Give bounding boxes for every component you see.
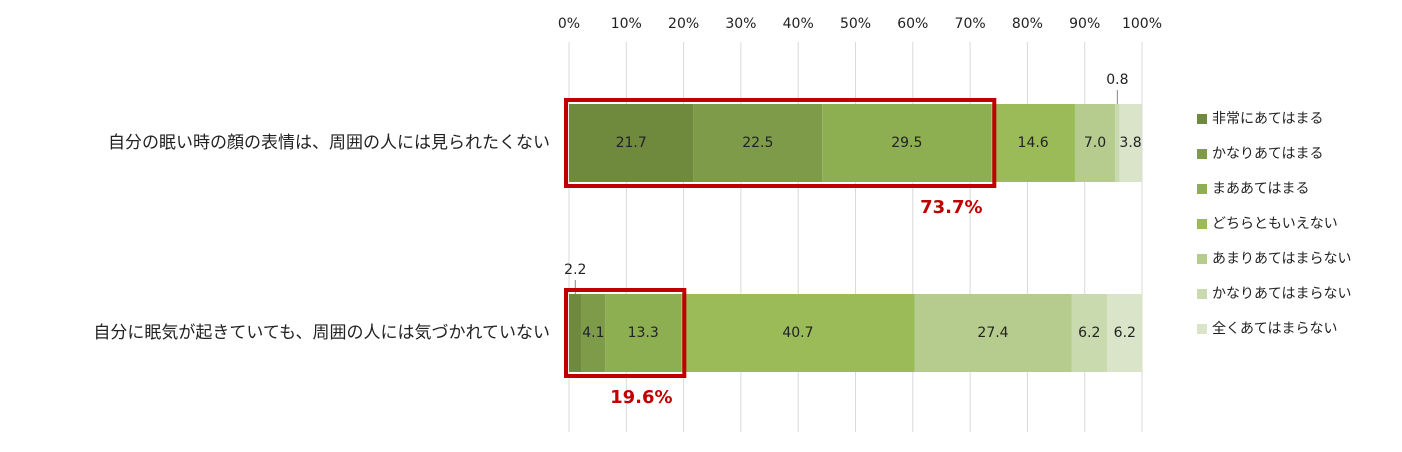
highlight-box <box>564 288 687 378</box>
bar-segment <box>914 294 1072 372</box>
bar-segment <box>991 104 1075 182</box>
bar-segment <box>569 104 694 182</box>
x-tick-label: 0% <box>558 16 580 32</box>
legend-label: かなりあてはまらない <box>1212 286 1351 302</box>
legend-swatch <box>1197 184 1207 194</box>
value-label: 14.6 <box>1018 135 1049 151</box>
bar-segment <box>569 294 582 372</box>
value-label: 2.2 <box>564 262 586 278</box>
bar-segment <box>1074 104 1116 182</box>
bar-segment <box>1071 294 1108 372</box>
bar-segment <box>605 294 682 372</box>
value-label: 40.7 <box>782 325 813 341</box>
legend-swatch <box>1197 324 1207 334</box>
legend-label: あまりあてはまらない <box>1212 251 1351 267</box>
x-tick-label: 50% <box>840 16 871 32</box>
value-label: 4.1 <box>582 325 604 341</box>
bar-segment <box>681 294 915 372</box>
legend-swatch <box>1197 289 1207 299</box>
bar-segment <box>1115 104 1120 182</box>
legend-swatch <box>1197 254 1207 264</box>
legend-label: かなりあてはまる <box>1212 146 1323 162</box>
category-label: 自分の眠い時の顔の表情は、周囲の人には見られたくない <box>108 133 550 153</box>
category-label: 自分に眠気が起きていても、周囲の人には気づかれていない <box>93 323 550 343</box>
x-tick-label: 80% <box>1012 16 1043 32</box>
value-label: 7.0 <box>1084 135 1106 151</box>
value-label: 22.5 <box>742 135 773 151</box>
x-tick-label: 60% <box>897 16 928 32</box>
annotation: 19.6% <box>610 387 672 408</box>
highlight-box <box>564 98 997 188</box>
bar-segment <box>1107 294 1143 372</box>
legend-swatch <box>1197 149 1207 159</box>
value-label: 0.8 <box>1106 72 1128 88</box>
legend-label: 非常にあてはまる <box>1212 111 1323 127</box>
value-label: 6.2 <box>1114 325 1136 341</box>
bar-segment <box>581 294 606 372</box>
x-tick-label: 40% <box>783 16 814 32</box>
bar-segment <box>693 104 823 182</box>
legend-swatch <box>1197 219 1207 229</box>
annotation: 73.7% <box>920 197 982 218</box>
legend-swatch <box>1197 114 1207 124</box>
legend-label: 全くあてはまらない <box>1212 320 1337 337</box>
legend-label: まああてはまる <box>1212 181 1309 197</box>
value-label: 27.4 <box>977 325 1008 341</box>
value-label: 6.2 <box>1078 325 1100 341</box>
bar-segment <box>822 104 992 182</box>
bar-segment <box>1119 104 1142 182</box>
x-tick-label: 10% <box>611 16 642 32</box>
x-tick-label: 70% <box>955 16 986 32</box>
value-label: 29.5 <box>891 135 922 151</box>
value-label: 21.7 <box>616 135 647 151</box>
x-tick-label: 30% <box>725 16 756 32</box>
value-label: 13.3 <box>628 325 659 341</box>
x-tick-label: 20% <box>668 16 699 32</box>
value-label: 3.8 <box>1119 135 1141 151</box>
x-tick-label: 100% <box>1122 16 1162 32</box>
x-tick-label: 90% <box>1069 16 1100 32</box>
legend-label: どちらともいえない <box>1212 216 1338 232</box>
